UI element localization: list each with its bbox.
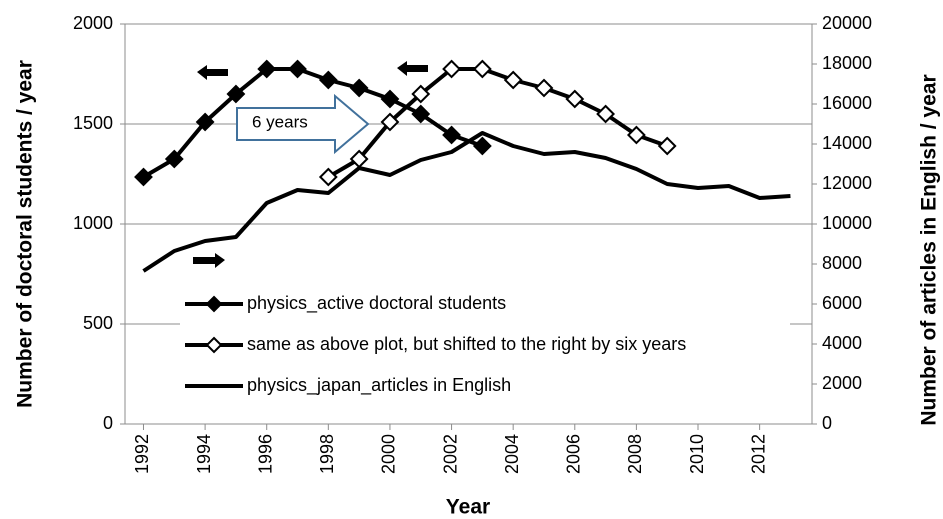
legend-marker [205, 295, 223, 313]
y2-axis-label: Number of articles in English / year [918, 74, 941, 425]
marker [472, 59, 492, 79]
marker [349, 78, 369, 98]
marker [596, 104, 616, 124]
marker [411, 84, 431, 104]
marker [380, 112, 400, 132]
marker [657, 136, 677, 156]
y-tick-label: 0 [103, 413, 113, 433]
legend-label: same as above plot, but shifted to the r… [247, 334, 686, 354]
y-axis-label: Number of doctoral students / year [14, 60, 37, 408]
arrow-left [197, 65, 228, 80]
arrow-right [193, 253, 225, 268]
y-tick-label: 1000 [73, 213, 113, 233]
annotation: 6 years [252, 112, 308, 131]
y2-tick-label: 8000 [822, 253, 862, 273]
marker [380, 89, 400, 109]
y-tick-label: 500 [83, 313, 113, 333]
y2-tick-label: 12000 [822, 173, 872, 193]
y2-tick-label: 0 [822, 413, 832, 433]
marker [226, 84, 246, 104]
marker [318, 167, 338, 187]
legend-box [180, 288, 790, 400]
legend-label: physics_active doctoral students [247, 293, 506, 314]
legend-marker [205, 336, 223, 354]
legend-label: physics_japan_articles in English [247, 375, 511, 396]
marker [164, 149, 184, 169]
marker [503, 70, 523, 90]
marker [442, 59, 461, 79]
y2-tick-label: 16000 [822, 93, 872, 113]
y2-tick-label: 20000 [822, 13, 872, 33]
x-tick-label: 2010 [687, 434, 707, 474]
y2-tick-label: 18000 [822, 53, 872, 73]
y2-tick-label: 2000 [822, 373, 862, 393]
x-tick-label: 2004 [502, 434, 522, 474]
y2-tick-label: 6000 [822, 293, 862, 313]
marker [626, 125, 646, 145]
x-tick-label: 2002 [440, 434, 460, 474]
y2-tick-label: 10000 [822, 213, 872, 233]
y2-tick-label: 4000 [822, 333, 862, 353]
marker [472, 136, 492, 156]
marker [257, 59, 277, 79]
marker [411, 104, 431, 124]
x-tick-label: 2000 [379, 434, 399, 474]
x-axis-label: Year [446, 496, 490, 519]
marker [442, 125, 461, 145]
marker [318, 70, 338, 90]
x-tick-label: 1998 [317, 434, 337, 474]
marker [134, 167, 153, 187]
x-tick-label: 1994 [194, 434, 214, 474]
x-tick-label: 1996 [255, 434, 275, 474]
line [142, 131, 791, 273]
y-tick-label: 2000 [73, 13, 113, 33]
marker [195, 112, 215, 132]
x-tick-label: 2012 [748, 434, 768, 474]
marker [288, 59, 307, 79]
x-tick-label: 1992 [132, 434, 152, 474]
x-tick-label: 2006 [564, 434, 584, 474]
x-tick-label: 2008 [625, 434, 645, 474]
marker [565, 89, 585, 109]
arrow-left [397, 61, 428, 76]
shift-arrow [236, 93, 370, 155]
y2-tick-label: 14000 [822, 133, 872, 153]
y-tick-label: 1500 [73, 113, 113, 133]
marker [534, 78, 554, 98]
